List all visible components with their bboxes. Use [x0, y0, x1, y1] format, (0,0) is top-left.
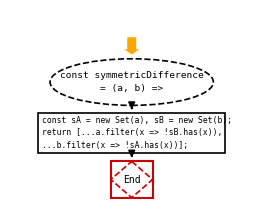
- Text: ...b.filter(x => !sA.has(x))];: ...b.filter(x => !sA.has(x))];: [42, 140, 188, 150]
- Text: End: End: [123, 174, 141, 185]
- Bar: [111, 162, 153, 198]
- Bar: [38, 113, 225, 153]
- Polygon shape: [124, 37, 139, 54]
- Text: = (a, b) =>: = (a, b) =>: [100, 84, 163, 93]
- Text: return [...a.filter(x => !sB.has(x)),: return [...a.filter(x => !sB.has(x)),: [42, 128, 223, 138]
- Text: const sA = new Set(a), sB = new Set(b);: const sA = new Set(a), sB = new Set(b);: [42, 116, 232, 125]
- Ellipse shape: [50, 59, 213, 105]
- Text: const symmetricDifference: const symmetricDifference: [60, 71, 204, 80]
